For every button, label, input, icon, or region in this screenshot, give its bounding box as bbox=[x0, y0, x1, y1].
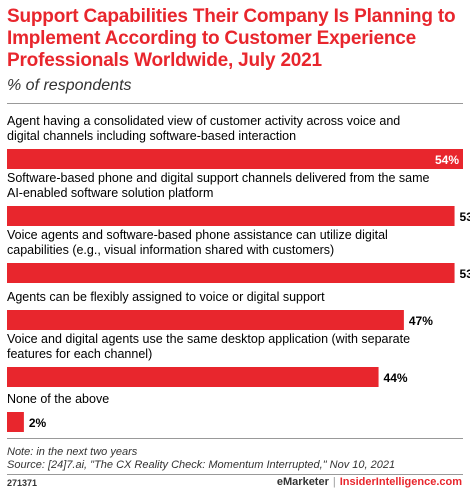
category-label: Voice agents and software-based phone as… bbox=[7, 228, 388, 242]
brand-emarketer: eMarketer bbox=[276, 476, 329, 488]
brand-footer: eMarketer | InsiderIntelligence.com bbox=[277, 476, 462, 488]
chart-notes: Note: in the next two years Source: [24]… bbox=[7, 446, 395, 472]
category-label: None of the above bbox=[7, 392, 109, 406]
source-text: Source: [24]7.ai, "The CX Reality Check:… bbox=[7, 459, 396, 471]
brand-separator: | bbox=[332, 476, 336, 488]
chart-subtitle: % of respondents bbox=[7, 77, 132, 94]
category-label: Agent having a consolidated view of cust… bbox=[7, 114, 400, 128]
category-label: digital channels including software-base… bbox=[7, 129, 296, 143]
footer-divider bbox=[7, 474, 463, 475]
value-label: 44% bbox=[384, 371, 408, 385]
category-label: Voice and digital agents use the same de… bbox=[7, 332, 410, 346]
note-text: Note: in the next two years bbox=[7, 446, 138, 458]
bar-chart: Agent having a consolidated view of cust… bbox=[7, 114, 470, 432]
brand-insider-intelligence: InsiderIntelligence.com bbox=[339, 476, 462, 488]
bar bbox=[7, 263, 455, 283]
category-label: AI-enabled software solution platform bbox=[7, 186, 213, 200]
value-label: 47% bbox=[409, 314, 433, 328]
bar bbox=[7, 412, 24, 432]
category-label: Software-based phone and digital support… bbox=[7, 171, 430, 185]
top-divider bbox=[7, 103, 463, 104]
category-label: features for each channel) bbox=[7, 347, 152, 361]
bottom-divider bbox=[7, 438, 463, 439]
chart-title: Support Capabilities Their Company Is Pl… bbox=[7, 6, 456, 71]
bar bbox=[7, 206, 455, 226]
value-label: 53% bbox=[460, 267, 470, 281]
category-label: Agents can be flexibly assigned to voice… bbox=[7, 290, 325, 304]
value-label: 54% bbox=[435, 153, 459, 167]
value-label: 2% bbox=[29, 416, 47, 430]
bar bbox=[7, 367, 379, 387]
value-label: 53% bbox=[460, 210, 470, 224]
category-label: capabilities (e.g., visual information s… bbox=[7, 243, 334, 257]
chart-id: 271371 bbox=[7, 478, 38, 488]
bar bbox=[7, 149, 463, 169]
bar bbox=[7, 310, 404, 330]
